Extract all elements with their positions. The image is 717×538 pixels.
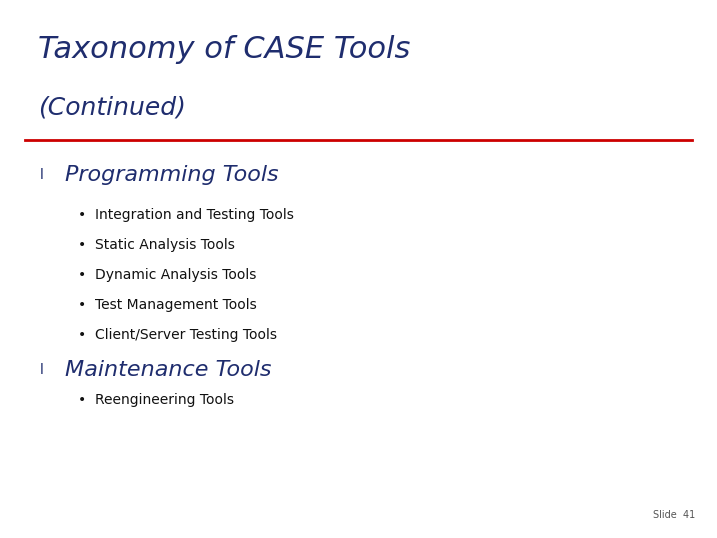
Text: •: • [78, 238, 86, 252]
Text: •: • [78, 328, 86, 342]
Text: •: • [78, 208, 86, 222]
Text: Test Management Tools: Test Management Tools [95, 298, 257, 312]
Text: Programming Tools: Programming Tools [65, 165, 279, 185]
Text: l: l [40, 168, 44, 182]
Text: •: • [78, 393, 86, 407]
Text: •: • [78, 298, 86, 312]
Text: Maintenance Tools: Maintenance Tools [65, 360, 272, 380]
Text: Client/Server Testing Tools: Client/Server Testing Tools [95, 328, 277, 342]
Text: Taxonomy of CASE Tools: Taxonomy of CASE Tools [38, 35, 410, 64]
Text: Reengineering Tools: Reengineering Tools [95, 393, 234, 407]
Text: Slide  41: Slide 41 [652, 510, 695, 520]
Text: •: • [78, 268, 86, 282]
Text: l: l [40, 363, 44, 377]
Text: (Continued): (Continued) [38, 95, 186, 119]
Text: Dynamic Analysis Tools: Dynamic Analysis Tools [95, 268, 257, 282]
Text: Integration and Testing Tools: Integration and Testing Tools [95, 208, 294, 222]
Text: Static Analysis Tools: Static Analysis Tools [95, 238, 235, 252]
